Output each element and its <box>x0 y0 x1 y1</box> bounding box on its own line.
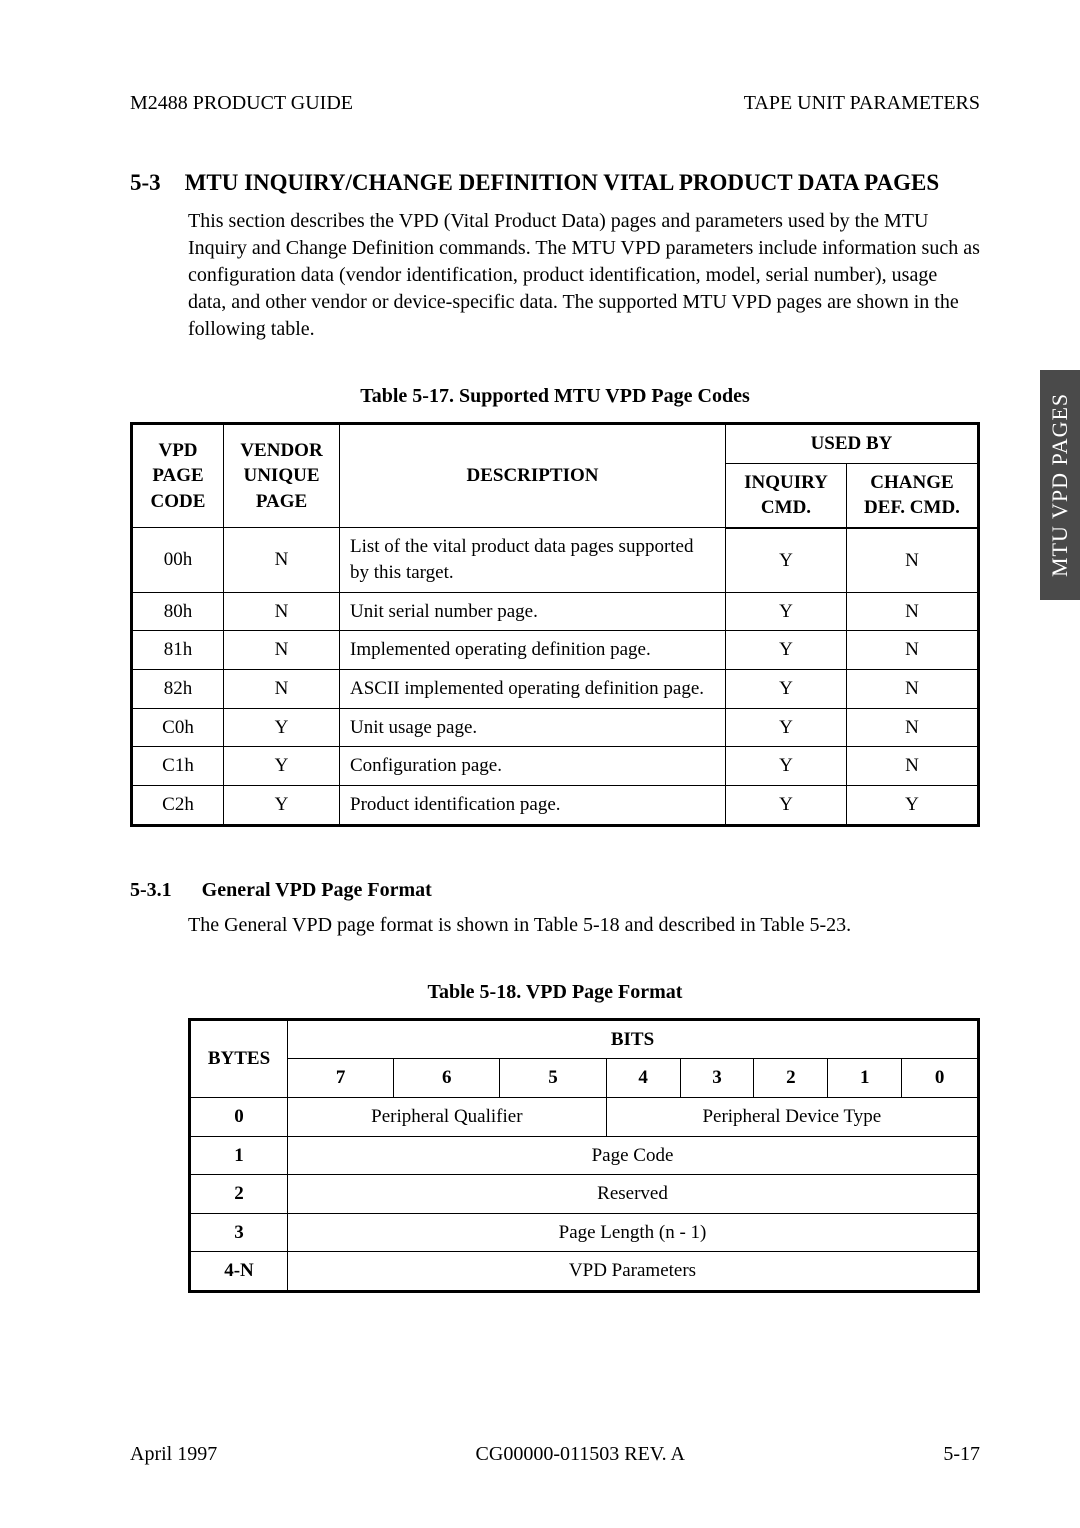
section-title: MTU INQUIRY/CHANGE DEFINITION VITAL PROD… <box>185 167 939 198</box>
table-cell: Peripheral Qualifier <box>288 1097 607 1136</box>
table-cell: Y <box>847 785 979 825</box>
table-cell: 82h <box>132 670 224 709</box>
table-cell: N <box>224 670 340 709</box>
th-code: VPD PAGE CODE <box>132 424 224 528</box>
subsection-paragraph: The General VPD page format is shown in … <box>188 912 980 939</box>
table-cell: N <box>847 528 979 592</box>
table-vpd-codes: VPD PAGE CODE VENDOR UNIQUE PAGE DESCRIP… <box>130 422 980 827</box>
byte-label: 1 <box>190 1136 288 1175</box>
th-bit: 1 <box>828 1059 902 1098</box>
table-row: 1Page Code <box>190 1136 979 1175</box>
table-cell: List of the vital product data pages sup… <box>340 528 726 592</box>
table-row: 0Peripheral QualifierPeripheral Device T… <box>190 1097 979 1136</box>
table-cell: 81h <box>132 631 224 670</box>
th-inquiry: INQUIRY CMD. <box>726 463 847 528</box>
th-vendor: VENDOR UNIQUE PAGE <box>224 424 340 528</box>
footer-right: 5-17 <box>943 1441 980 1468</box>
table18-caption: Table 5-18. VPD Page Format <box>130 979 980 1006</box>
table-cell: N <box>847 592 979 631</box>
header-right: TAPE UNIT PARAMETERS <box>744 90 980 117</box>
table-cell: Unit serial number page. <box>340 592 726 631</box>
table-cell: 80h <box>132 592 224 631</box>
table-cell: Product identification page. <box>340 785 726 825</box>
byte-label: 2 <box>190 1175 288 1214</box>
table-cell: Peripheral Device Type <box>606 1097 978 1136</box>
table-cell: Y <box>726 631 847 670</box>
subsection-heading: 5-3.1 General VPD Page Format <box>130 877 980 904</box>
th-bit: 5 <box>500 1059 606 1098</box>
table-cell: N <box>224 592 340 631</box>
table-vpd-format: BYTES BITS 76543210 0Peripheral Qualifie… <box>188 1018 980 1293</box>
th-bit: 6 <box>394 1059 500 1098</box>
byte-label: 3 <box>190 1213 288 1252</box>
page: M2488 PRODUCT GUIDE TAPE UNIT PARAMETERS… <box>0 0 1080 1528</box>
table-cell: N <box>847 670 979 709</box>
table-cell: N <box>847 708 979 747</box>
table-cell: Y <box>726 785 847 825</box>
table-cell: Y <box>224 785 340 825</box>
table-row: C0hYUnit usage page.YN <box>132 708 979 747</box>
table-cell: N <box>847 631 979 670</box>
table-cell: N <box>224 528 340 592</box>
subsection-title: General VPD Page Format <box>202 877 432 904</box>
table-cell: Configuration page. <box>340 747 726 786</box>
table-cell: Y <box>726 708 847 747</box>
table-row: 00hNList of the vital product data pages… <box>132 528 979 592</box>
table-cell: Y <box>726 528 847 592</box>
th-bytes: BYTES <box>190 1019 288 1097</box>
th-bit: 3 <box>680 1059 754 1098</box>
table-cell: C1h <box>132 747 224 786</box>
table-cell: C0h <box>132 708 224 747</box>
th-bits: BITS <box>288 1019 979 1059</box>
subsection-number: 5-3.1 <box>130 877 172 904</box>
footer-left: April 1997 <box>130 1441 217 1468</box>
section-number: 5-3 <box>130 167 161 198</box>
side-tab: MTU VPD PAGES <box>1040 370 1080 600</box>
byte-label: 0 <box>190 1097 288 1136</box>
table-row: 80hNUnit serial number page.YN <box>132 592 979 631</box>
table-row: C1hYConfiguration page.YN <box>132 747 979 786</box>
table-cell: Y <box>224 747 340 786</box>
table-cell: Implemented operating definition page. <box>340 631 726 670</box>
table-cell: N <box>224 631 340 670</box>
page-footer: April 1997 CG00000-011503 REV. A 5-17 <box>130 1441 980 1468</box>
table-cell: VPD Parameters <box>288 1252 979 1292</box>
th-bit: 2 <box>754 1059 828 1098</box>
table-row: 4-NVPD Parameters <box>190 1252 979 1292</box>
table-row: 3Page Length (n - 1) <box>190 1213 979 1252</box>
th-bit: 7 <box>288 1059 394 1098</box>
section-heading: 5-3 MTU INQUIRY/CHANGE DEFINITION VITAL … <box>130 167 980 198</box>
table-row: 81hNImplemented operating definition pag… <box>132 631 979 670</box>
th-desc: DESCRIPTION <box>340 424 726 528</box>
table17-caption: Table 5-17. Supported MTU VPD Page Codes <box>130 383 980 410</box>
table-cell: Y <box>726 670 847 709</box>
byte-label: 4-N <box>190 1252 288 1292</box>
table-row: 2Reserved <box>190 1175 979 1214</box>
footer-center: CG00000-011503 REV. A <box>476 1441 685 1468</box>
table-cell: Y <box>224 708 340 747</box>
table-cell: ASCII implemented operating definition p… <box>340 670 726 709</box>
table-cell: Reserved <box>288 1175 979 1214</box>
table-cell: Page Length (n - 1) <box>288 1213 979 1252</box>
table-cell: Unit usage page. <box>340 708 726 747</box>
table-cell: C2h <box>132 785 224 825</box>
header-left: M2488 PRODUCT GUIDE <box>130 90 353 117</box>
table-cell: Page Code <box>288 1136 979 1175</box>
th-change: CHANGE DEF. CMD. <box>847 463 979 528</box>
table-cell: Y <box>726 592 847 631</box>
table-cell: Y <box>726 747 847 786</box>
table-cell: 00h <box>132 528 224 592</box>
table-row: C2hYProduct identification page.YY <box>132 785 979 825</box>
table-row: 82hNASCII implemented operating definiti… <box>132 670 979 709</box>
th-bit: 0 <box>902 1059 979 1098</box>
th-bit: 4 <box>606 1059 680 1098</box>
table-cell: N <box>847 747 979 786</box>
page-header: M2488 PRODUCT GUIDE TAPE UNIT PARAMETERS <box>130 90 980 117</box>
th-usedby: USED BY <box>726 424 979 464</box>
section-paragraph: This section describes the VPD (Vital Pr… <box>188 208 980 343</box>
